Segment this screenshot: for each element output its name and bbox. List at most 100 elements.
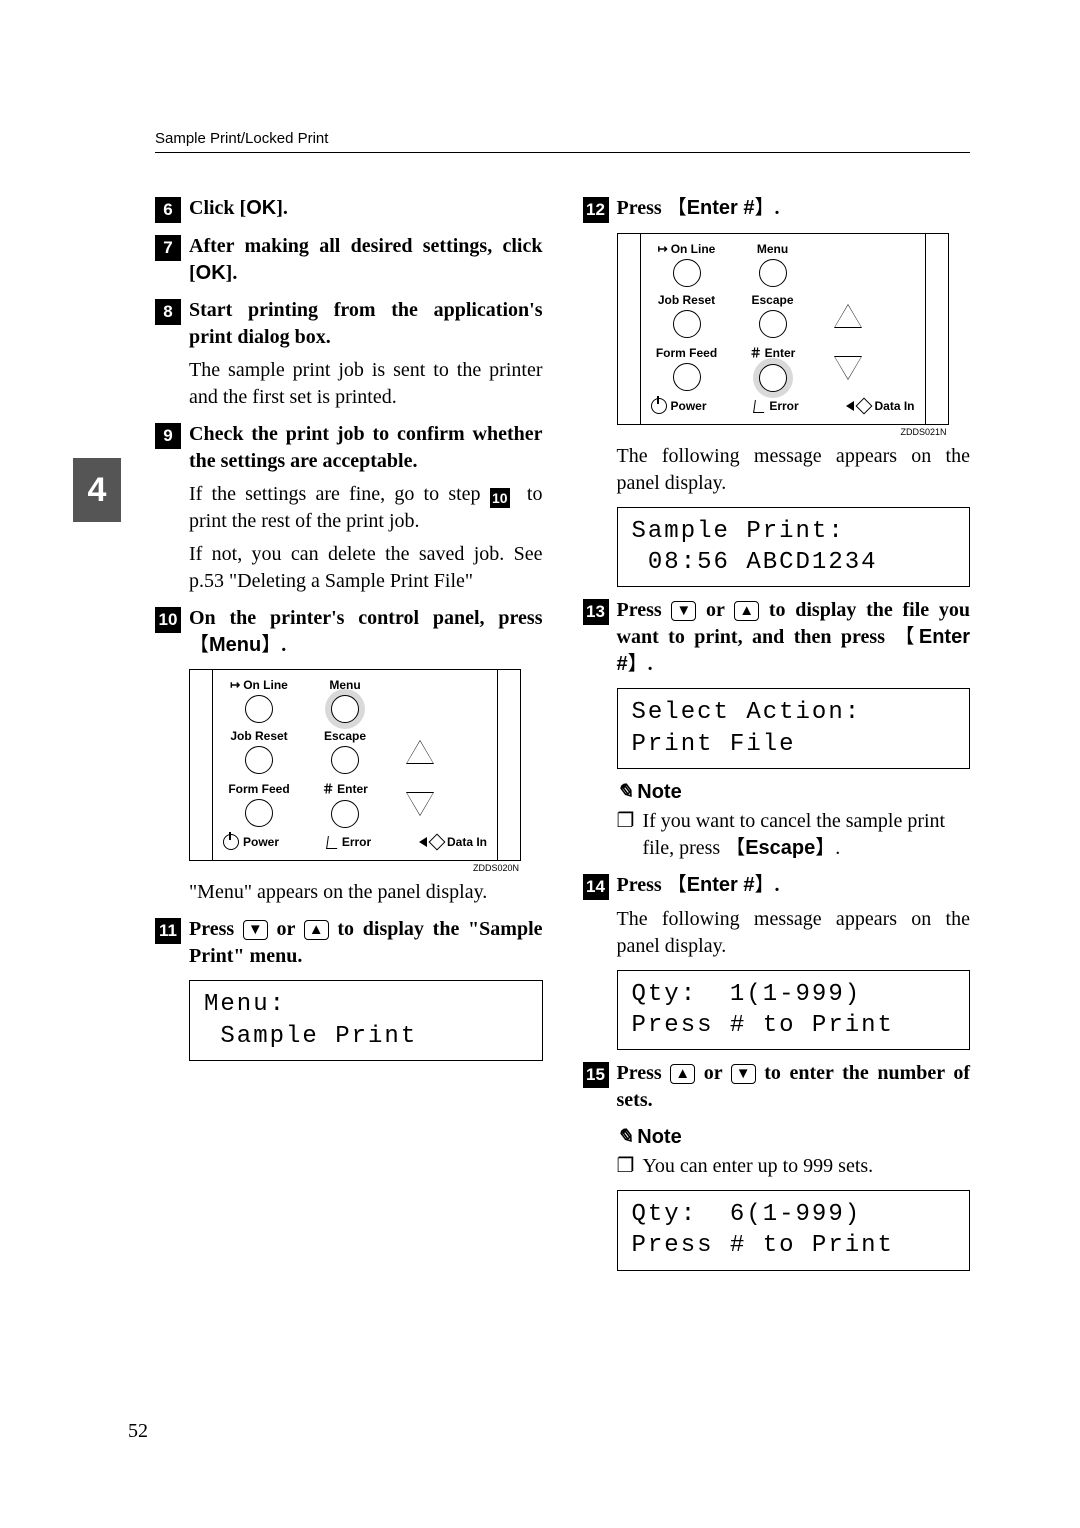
step-text: Press ▼ or ▲ to display the "Sample Prin… [189, 916, 543, 970]
step-text: Click [OK]. [189, 195, 543, 222]
btn-escape: Escape [309, 729, 381, 774]
step-9-body2: If not, you can delete the saved job. Se… [189, 541, 543, 595]
note-heading: ✎Note [617, 1124, 971, 1149]
down-key-icon: ▼ [671, 601, 696, 621]
step-badge: 15 [583, 1062, 609, 1088]
pencil-icon: ✎ [617, 781, 634, 803]
btn-jobreset: Job Reset [223, 729, 295, 774]
down-triangle-icon [835, 357, 861, 379]
text: If the settings are fine, go to step [189, 483, 490, 505]
highlight-icon [759, 364, 787, 392]
step-badge: 11 [155, 918, 181, 944]
figure-code: ZDDS021N [617, 427, 947, 437]
left-column: 6 Click [OK]. 7 After making all desired… [155, 185, 543, 1281]
error-led: Error [327, 834, 371, 850]
btn-enter: ＃Enter [309, 780, 381, 828]
panel-side [925, 234, 948, 424]
key-enter: Enter # [667, 874, 775, 896]
up-triangle-icon [407, 741, 433, 763]
btn-menu: Menu [737, 242, 809, 287]
highlight-icon [331, 695, 359, 723]
status-row: Power Error Data In [223, 834, 487, 850]
step-12: 12 Press Enter #. [583, 195, 971, 223]
btn-online: ↦On Line [223, 678, 295, 723]
step-10: 10 On the printer's control panel, press… [155, 605, 543, 659]
step-text: On the printer's control panel, press Me… [189, 605, 543, 659]
step-badge: 9 [155, 423, 181, 449]
step-9: 9 Check the print job to confirm whether… [155, 421, 543, 475]
btn-formfeed: Form Feed [651, 346, 723, 391]
step-14: 14 Press Enter #. [583, 872, 971, 900]
up-key-icon: ▲ [734, 601, 759, 621]
step-text: Press ▲ or ▼ to enter the number of sets… [617, 1060, 971, 1114]
key-enter: Enter # [667, 197, 775, 219]
panel-side [618, 234, 641, 424]
control-panel: ↦On Line Menu Job Reset [617, 233, 949, 425]
lcd-qty6: Qty: 6(1-999) Press # to Print [617, 1190, 971, 1270]
step-13: 13 Press ▼ or ▲ to display the file you … [583, 597, 971, 678]
panel-figure-1: ↦On Line Menu Job Reset [189, 669, 543, 873]
panel-body: ↦On Line Menu Job Reset [641, 234, 925, 424]
running-head: Sample Print/Locked Print [155, 130, 328, 147]
bullet-icon: ❐ [617, 1153, 635, 1180]
lcd-select: Select Action: Print File [617, 688, 971, 768]
down-key-icon: ▼ [731, 1064, 756, 1084]
up-key-icon: ▲ [304, 920, 329, 940]
step-ref-icon: 10 [490, 488, 510, 508]
panel-body: ↦On Line Menu Job Reset [213, 670, 497, 860]
step-text: Start printing from the application's pr… [189, 297, 543, 351]
step-badge: 8 [155, 299, 181, 325]
note-item: ❐ If you want to cancel the sample print… [617, 808, 971, 862]
step-badge: 12 [583, 197, 609, 223]
key-escape: Escape [725, 837, 835, 859]
step-text: After making all desired settings, click… [189, 233, 543, 287]
step-6: 6 Click [OK]. [155, 195, 543, 223]
step-badge: 6 [155, 197, 181, 223]
step-9-body1: If the settings are fine, go to step 10 … [189, 481, 543, 535]
step-badge: 7 [155, 235, 181, 261]
text: On the printer's control panel, press [189, 607, 543, 629]
btn-escape: Escape [737, 293, 809, 338]
up-triangle-icon [835, 305, 861, 327]
step-badge: 10 [155, 607, 181, 633]
bullet-icon: ❐ [617, 808, 635, 835]
lcd-menu: Menu: Sample Print [189, 980, 543, 1060]
step-badge: 13 [583, 599, 609, 625]
step-text: Press Enter #. [617, 195, 971, 222]
step-text: Press ▼ or ▲ to display the file you wan… [617, 597, 971, 678]
panel-figure-2: ↦On Line Menu Job Reset [617, 233, 971, 437]
step-12-body: The following message appears on the pan… [617, 443, 971, 497]
btn-menu: Menu [309, 678, 381, 723]
lcd-sampleprint: Sample Print: 08:56 ABCD1234 [617, 507, 971, 587]
content-columns: 6 Click [OK]. 7 After making all desired… [155, 185, 970, 1281]
note-heading: ✎Note [617, 779, 971, 804]
btn-formfeed: Form Feed [223, 782, 295, 827]
text: . [281, 634, 286, 656]
page: Sample Print/Locked Print 4 6 Click [OK]… [0, 0, 1080, 1528]
down-triangle-icon [407, 793, 433, 815]
figure-code: ZDDS020N [189, 863, 519, 873]
up-key-icon: ▲ [670, 1064, 695, 1084]
btn-enter: ＃Enter [737, 344, 809, 392]
step-7: 7 After making all desired settings, cli… [155, 233, 543, 287]
right-column: 12 Press Enter #. ↦On Line [583, 185, 971, 1281]
step-15: 15 Press ▲ or ▼ to enter the number of s… [583, 1060, 971, 1114]
step-badge: 14 [583, 874, 609, 900]
step-11: 11 Press ▼ or ▲ to display the "Sample P… [155, 916, 543, 970]
btn-online: ↦On Line [651, 242, 723, 287]
step-14-body: The following message appears on the pan… [617, 906, 971, 960]
chapter-tab: 4 [73, 458, 121, 522]
step-8: 8 Start printing from the application's … [155, 297, 543, 351]
power-led: Power [651, 398, 707, 414]
datain-led: Data In [846, 398, 914, 414]
pencil-icon: ✎ [617, 1126, 634, 1148]
note-item: ❐ You can enter up to 999 sets. [617, 1153, 971, 1180]
page-number: 52 [128, 1420, 148, 1443]
step-text: Press Enter #. [617, 872, 971, 899]
control-panel: ↦On Line Menu Job Reset [189, 669, 521, 861]
datain-led: Data In [419, 834, 487, 850]
key-menu: Menu [189, 634, 281, 656]
lcd-qty1: Qty: 1(1-999) Press # to Print [617, 970, 971, 1050]
power-led: Power [223, 834, 279, 850]
panel-side [497, 670, 520, 860]
